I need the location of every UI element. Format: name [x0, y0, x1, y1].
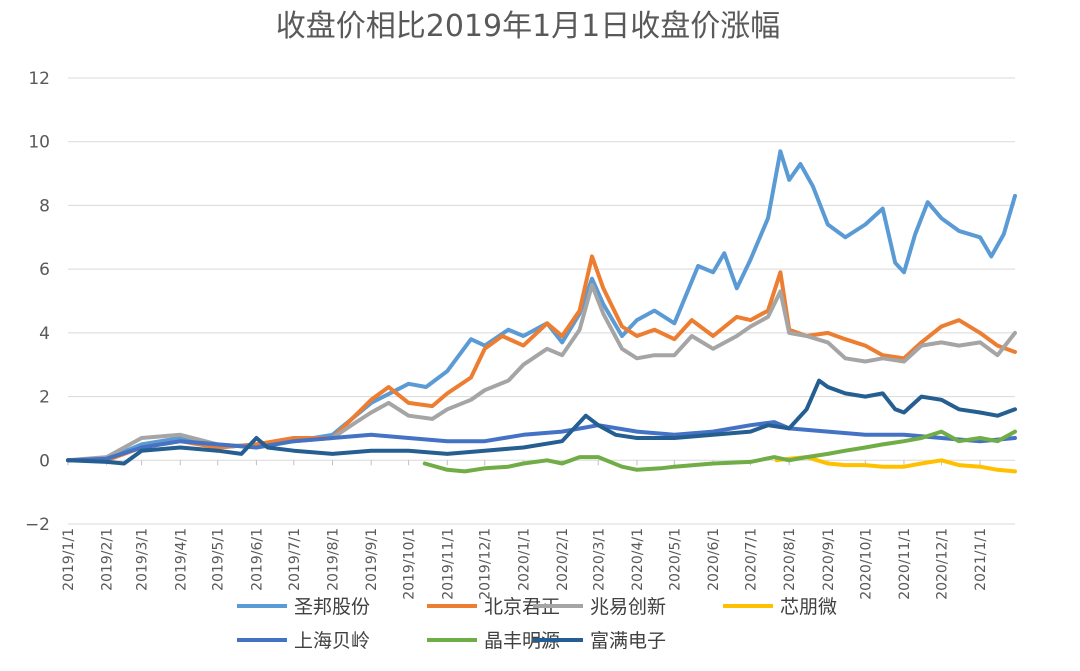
series-line: [66, 420, 1017, 463]
series-line: [774, 455, 1017, 474]
y-tick-label: 0: [39, 451, 50, 471]
x-tick-label: 2019/6/1: [249, 528, 265, 591]
legend-label: 兆易创新: [590, 596, 666, 618]
legend-label: 上海贝岭: [294, 630, 370, 652]
x-tick-label: 2019/11/1: [440, 528, 456, 600]
series-line: [66, 283, 1017, 463]
legend-label: 芯朋微: [780, 596, 837, 618]
x-tick-label: 2020/4/1: [630, 528, 646, 591]
x-tick-label: 2020/11/1: [897, 528, 913, 600]
x-tick-label: 2019/12/1: [478, 528, 494, 600]
y-tick-label: 8: [39, 196, 50, 216]
y-tick-label: 10: [28, 133, 50, 153]
x-tick-label: 2019/3/1: [135, 528, 151, 591]
x-tick-label: 2020/9/1: [821, 528, 837, 591]
x-tick-label: 2020/10/1: [858, 528, 874, 600]
series-lines: [66, 149, 1017, 474]
x-tick-label: 2020/6/1: [706, 528, 722, 591]
x-tick-label: 2020/8/1: [782, 528, 798, 591]
x-tick-label: 2020/5/1: [667, 528, 683, 591]
x-tick-label: 2019/5/1: [211, 528, 227, 591]
legend-label: 富满电子: [590, 630, 666, 652]
x-tick-label: 2020/2/1: [555, 528, 571, 591]
x-tick-label: 2020/7/1: [743, 528, 759, 591]
x-tick-label: 2019/1/1: [61, 528, 77, 591]
y-axis: −2 0 2 4 6 8 10 12: [25, 69, 50, 535]
y-tick-label: −2: [25, 515, 50, 535]
y-tick-label: 4: [39, 324, 50, 344]
x-tick-label: 2019/4/1: [173, 528, 189, 591]
legend-label: 北京君正: [484, 596, 560, 618]
x-tick-label: 2019/10/1: [402, 528, 418, 600]
x-tick-label: 2020/3/1: [591, 528, 607, 591]
series-line: [66, 378, 1017, 466]
series-line: [66, 254, 1017, 463]
x-tick-label: 2019/7/1: [287, 528, 303, 591]
y-tick-label: 12: [28, 69, 50, 89]
y-tick-label: 6: [39, 260, 50, 280]
gridlines: [68, 77, 1015, 525]
x-tick-label: 2019/8/1: [326, 528, 342, 591]
x-tick-label: 2020/12/1: [934, 528, 950, 600]
x-tick-label: 2021/1/1: [973, 528, 989, 591]
x-axis: 2019/1/1 2019/2/1 2019/3/1 2019/4/1 2019/5/1…: [61, 460, 989, 600]
x-tick-label: 2020/1/1: [516, 528, 532, 591]
legend-label: 圣邦股份: [294, 596, 370, 618]
chart-title: 收盘价相比2019年1月1日收盘价涨幅: [276, 9, 781, 44]
legend-label: 晶丰明源: [484, 630, 560, 652]
x-tick-label: 2019/9/1: [364, 528, 380, 591]
y-tick-label: 2: [39, 388, 50, 408]
series-line: [422, 429, 1017, 474]
series-line: [66, 149, 1017, 463]
x-tick-label: 2019/2/1: [100, 528, 116, 591]
